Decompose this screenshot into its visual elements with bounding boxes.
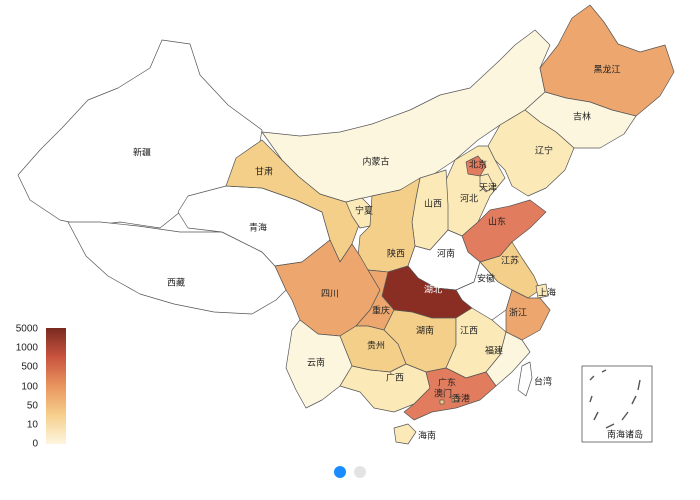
label-gansu: 甘肃	[255, 166, 273, 178]
label-guangdong: 广东	[438, 377, 456, 389]
page-dot-active[interactable]	[334, 466, 346, 478]
label-xizang: 西藏	[167, 277, 185, 289]
label-anhui: 安徽	[477, 273, 495, 285]
province-beijing[interactable]	[465, 155, 487, 177]
label-hongkong: 香港	[452, 393, 470, 405]
province-neimenggu[interactable]	[261, 29, 551, 203]
color-legend: 5000 1000 500 100 50 10 0	[16, 324, 66, 450]
label-henan: 河南	[437, 248, 455, 260]
label-jiangsu: 江苏	[501, 255, 519, 267]
label-heilongjiang: 黑龙江	[593, 64, 620, 76]
label-guangxi: 广西	[386, 372, 404, 384]
label-shaanxi: 陕西	[387, 248, 405, 260]
label-ningxia: 宁夏	[355, 205, 373, 217]
province-guangdong[interactable]	[403, 367, 497, 421]
page-dot[interactable]	[354, 466, 366, 478]
label-hunan: 湖南	[416, 325, 434, 337]
label-taiwan: 台湾	[534, 376, 552, 388]
province-fujian[interactable]	[485, 331, 531, 387]
label-shanxi: 山西	[424, 199, 442, 210]
page-indicator	[0, 466, 700, 478]
legend-tick: 500	[21, 362, 38, 373]
province-tianjin[interactable]	[479, 173, 495, 193]
label-macau: 澳门	[434, 388, 452, 400]
legend-tick: 100	[21, 382, 38, 393]
label-liaoning: 辽宁	[535, 145, 553, 157]
legend-tick: 10	[27, 420, 39, 431]
label-beijing: 北京	[469, 159, 487, 171]
label-jiangxi: 江西	[460, 326, 478, 337]
label-zhejiang: 浙江	[509, 307, 527, 319]
label-xinjiang: 新疆	[133, 147, 151, 159]
label-jilin: 吉林	[573, 111, 591, 123]
legend-tick: 50	[27, 401, 39, 412]
label-fujian: 福建	[485, 345, 503, 357]
legend-tick: 5000	[16, 324, 39, 335]
label-hebei: 河北	[460, 193, 478, 205]
province-shanghai[interactable]	[535, 283, 549, 299]
label-qinghai: 青海	[249, 222, 267, 234]
label-guizhou: 贵州	[367, 340, 385, 352]
province-hongkong[interactable]	[451, 395, 459, 403]
province-labels: 新疆 西藏 青海 甘肃 内蒙古 黑龙江 吉林 辽宁 北京 天津 河北 山西 宁夏…	[133, 64, 621, 442]
label-yunnan: 云南	[307, 357, 325, 369]
legend-bar	[46, 328, 66, 444]
south-china-sea-inset: 南海诸岛	[581, 365, 653, 443]
label-shandong: 山东	[488, 216, 506, 228]
label-sichuan: 四川	[321, 290, 339, 300]
label-shanghai: 上海	[538, 287, 556, 299]
legend-tick: 1000	[16, 343, 39, 354]
label-chongqing: 重庆	[372, 305, 390, 317]
label-neimenggu: 内蒙古	[362, 156, 389, 168]
province-hainan[interactable]	[393, 423, 417, 445]
label-hainan: 海南	[418, 430, 436, 442]
province-xizang[interactable]	[67, 221, 287, 315]
label-tianjin: 天津	[479, 183, 497, 194]
label-hubei: 湖北	[424, 285, 442, 296]
province-taiwan[interactable]	[517, 361, 533, 397]
province-macau[interactable]	[439, 399, 445, 405]
inset-label: 南海诸岛	[607, 429, 643, 441]
legend-tick: 0	[32, 439, 38, 450]
